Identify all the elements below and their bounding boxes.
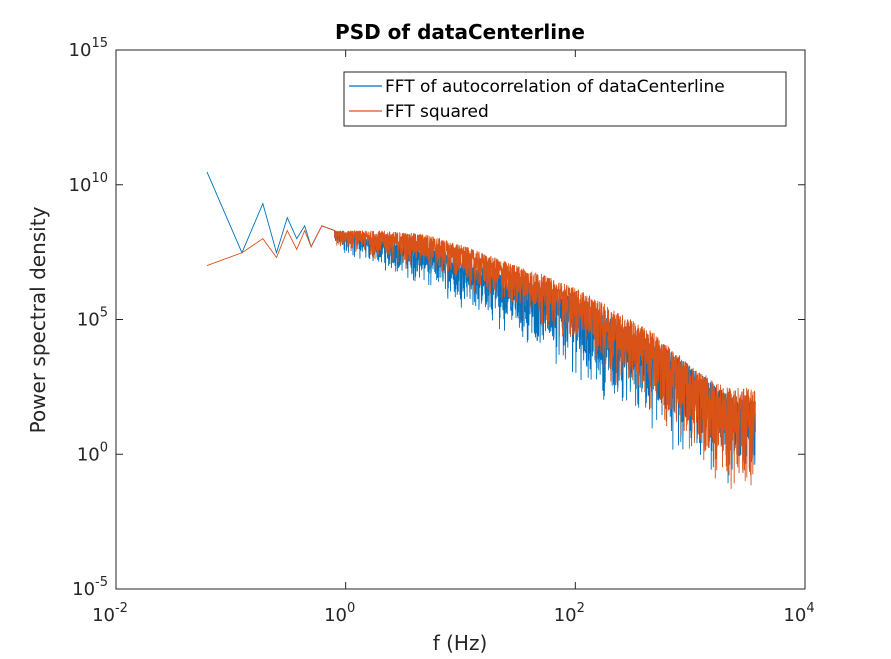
x-tick-label: 100 bbox=[324, 601, 355, 626]
y-tick-label: 10-5 bbox=[72, 575, 108, 600]
x-tick-label: 102 bbox=[554, 601, 585, 626]
plot-area bbox=[115, 49, 806, 590]
y-tick-label: 1010 bbox=[69, 171, 108, 196]
x-tick-label: 10-2 bbox=[92, 601, 128, 626]
x-axis-label: f (Hz) bbox=[433, 631, 488, 655]
chart-title: PSD of dataCenterline bbox=[335, 20, 585, 44]
series-line-fft-squared bbox=[206, 225, 756, 489]
x-tick-label: 104 bbox=[783, 601, 814, 626]
legend-label-autocorr: FFT of autocorrelation of dataCenterline bbox=[385, 77, 725, 97]
ticks-layer: 10-2 100 102 104 10-5 100 105 1010 1015 bbox=[69, 36, 815, 626]
y-tick-label: 105 bbox=[77, 306, 108, 331]
y-tick-label: 100 bbox=[77, 440, 108, 465]
legend: FFT of autocorrelation of dataCenterline… bbox=[343, 71, 787, 127]
series-layer bbox=[206, 171, 756, 489]
y-tick-label: 1015 bbox=[69, 36, 108, 61]
legend-label-fft-squared: FFT squared bbox=[385, 102, 489, 122]
legend-box bbox=[343, 71, 787, 127]
y-axis-label: Power spectral density bbox=[26, 206, 50, 433]
